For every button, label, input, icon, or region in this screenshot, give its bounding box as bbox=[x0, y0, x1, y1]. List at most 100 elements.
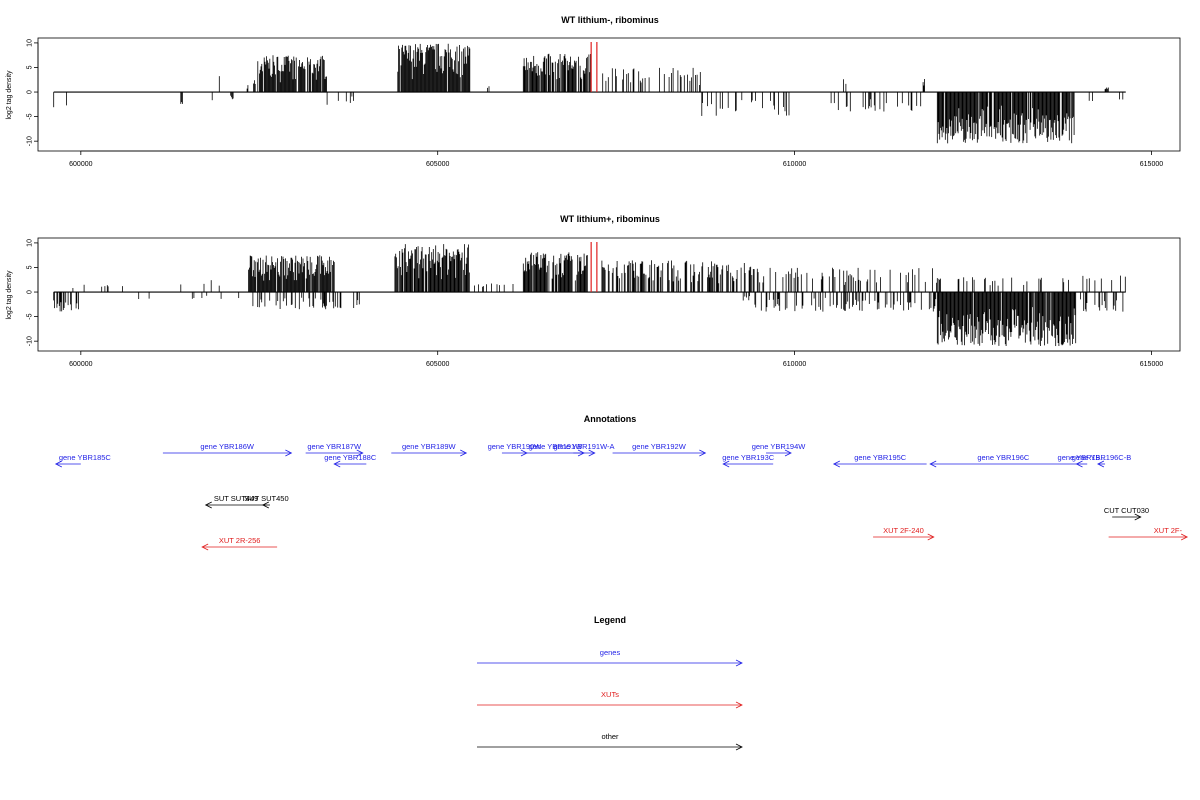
feature-arrowhead bbox=[1134, 513, 1142, 521]
x-tick-label: 600000 bbox=[69, 361, 92, 368]
annotation-features: gene YBR185C gene YBR186W gene YBR187W gene… bbox=[54, 442, 1189, 551]
feature-label: gene YBR187W bbox=[307, 442, 362, 451]
feature-label: gene YBR19... bbox=[1058, 453, 1107, 462]
annotation-feature: gene YBR188C bbox=[324, 453, 377, 468]
legend: Legend genes XUTs other bbox=[477, 615, 743, 751]
feature-arrowhead bbox=[356, 449, 364, 457]
signal-bars bbox=[53, 42, 1126, 144]
feature-arrowhead bbox=[333, 460, 341, 468]
feature-arrowhead bbox=[54, 460, 63, 468]
panel-title: WT lithium-, ribominus bbox=[561, 15, 659, 25]
feature-label: gene YBR191W bbox=[529, 442, 584, 451]
feature-label: gene YBR196C bbox=[977, 453, 1030, 462]
legend-arrowhead bbox=[735, 701, 743, 709]
feature-label: gene YBR190W bbox=[488, 442, 543, 451]
y-tick-label: 5 bbox=[26, 265, 33, 269]
annotation-feature: gene YBR19... bbox=[1058, 453, 1107, 468]
y-tick-label: -5 bbox=[26, 313, 33, 319]
feature-label: gene YBR191W-A bbox=[554, 442, 615, 451]
feature-label: gene YBR195C bbox=[854, 453, 907, 462]
feature-label: XUT 2R-256 bbox=[219, 536, 261, 545]
feature-label: XUT 2F-240 bbox=[883, 526, 924, 535]
feature-arrowhead bbox=[1180, 533, 1189, 541]
annotation-feature: XUT 2F- bbox=[1108, 526, 1189, 541]
feature-arrowhead bbox=[927, 533, 935, 541]
legend-items: genes XUTs other bbox=[477, 648, 743, 751]
feature-label: gene YBR188C bbox=[324, 453, 377, 462]
feature-arrowhead bbox=[1097, 460, 1105, 468]
annotation-feature: CUT CUT030 bbox=[1104, 506, 1149, 521]
y-axis-label: log2 tag density bbox=[6, 70, 13, 120]
feature-label: SUT SUT449 bbox=[214, 494, 258, 503]
x-tick-label: 600000 bbox=[69, 161, 92, 168]
annotation-feature: gene YBR192W bbox=[612, 442, 707, 457]
y-tick-label: 10 bbox=[26, 239, 33, 247]
x-axis: 600000 605000 610000 615000 bbox=[69, 350, 1163, 368]
feature-label: gene YBR192W bbox=[632, 442, 687, 451]
feature-label: gene YBR185C bbox=[59, 453, 112, 462]
annotation-feature: gene YBR196C bbox=[929, 453, 1077, 468]
x-tick-label: 605000 bbox=[426, 161, 449, 168]
feature-label: XUT 2F- bbox=[1154, 526, 1183, 535]
annotation-feature: gene YBR195C bbox=[832, 453, 927, 468]
y-tick-label: -10 bbox=[26, 136, 33, 146]
annotation-feature: SUT SUT450 bbox=[244, 494, 289, 509]
x-tick-label: 615000 bbox=[1140, 161, 1163, 168]
annotation-feature: gene YBR196C-B bbox=[1072, 453, 1131, 468]
feature-arrowhead bbox=[699, 449, 707, 457]
feature-label: gene YBR194W bbox=[752, 442, 807, 451]
signal-bars bbox=[53, 242, 1126, 347]
x-tick-label: 610000 bbox=[783, 161, 806, 168]
feature-arrowhead bbox=[261, 501, 270, 509]
panel-title: WT lithium+, ribominus bbox=[560, 214, 660, 224]
x-tick-label: 610000 bbox=[783, 361, 806, 368]
annotations-title: Annotations bbox=[584, 414, 637, 424]
legend-item: XUTs bbox=[477, 690, 743, 709]
annotation-feature: gene YBR185C bbox=[54, 453, 112, 468]
feature-arrowhead bbox=[460, 449, 468, 457]
legend-arrowhead bbox=[735, 743, 743, 751]
annotation-feature: XUT 2R-256 bbox=[201, 536, 278, 551]
annotation-feature: SUT SUT449 bbox=[204, 494, 267, 509]
feature-arrowhead bbox=[588, 449, 596, 457]
legend-item: other bbox=[477, 732, 743, 751]
feature-label: CUT CUT030 bbox=[1104, 506, 1149, 515]
legend-title: Legend bbox=[594, 615, 626, 625]
y-tick-label: 5 bbox=[26, 65, 33, 69]
y-tick-label: 0 bbox=[26, 90, 33, 94]
feature-arrowhead bbox=[204, 501, 212, 509]
feature-label: gene YBR196C-B bbox=[1072, 453, 1131, 462]
feature-arrowhead bbox=[285, 449, 293, 457]
y-tick-label: 0 bbox=[26, 290, 33, 294]
y-tick-label: 10 bbox=[26, 39, 33, 47]
annotation-feature: gene YBR194W bbox=[752, 442, 807, 457]
x-tick-label: 615000 bbox=[1140, 361, 1163, 368]
x-tick-label: 605000 bbox=[426, 361, 449, 368]
legend-label: other bbox=[601, 732, 619, 741]
annotation-feature: gene YBR186W bbox=[162, 442, 293, 457]
feature-label: gene YBR189W bbox=[402, 442, 457, 451]
annotation-feature: XUT 2F-240 bbox=[873, 526, 935, 541]
feature-label: gene YBR193C bbox=[722, 453, 775, 462]
feature-arrowhead bbox=[929, 460, 937, 468]
y-axis: 10 5 0 -5 -10 bbox=[26, 239, 39, 346]
feature-label: gene YBR186W bbox=[200, 442, 255, 451]
legend-label: XUTs bbox=[601, 690, 619, 699]
y-tick-label: -5 bbox=[26, 113, 33, 119]
annotation-feature: gene YBR191W-A bbox=[554, 442, 615, 457]
annotation-feature: gene YBR189W bbox=[391, 442, 468, 457]
y-axis-label: log2 tag density bbox=[6, 270, 13, 320]
annotation-feature: gene YBR193C bbox=[722, 453, 775, 468]
legend-label: genes bbox=[600, 648, 621, 657]
feature-arrowhead bbox=[722, 460, 730, 468]
feature-arrowhead bbox=[1075, 460, 1083, 468]
feature-arrowhead bbox=[832, 460, 841, 468]
x-axis: 600000 605000 610000 615000 bbox=[69, 150, 1163, 168]
y-axis: 10 5 0 -5 -10 bbox=[26, 39, 39, 146]
feature-label: SUT SUT450 bbox=[244, 494, 288, 503]
feature-arrowhead bbox=[201, 543, 209, 551]
